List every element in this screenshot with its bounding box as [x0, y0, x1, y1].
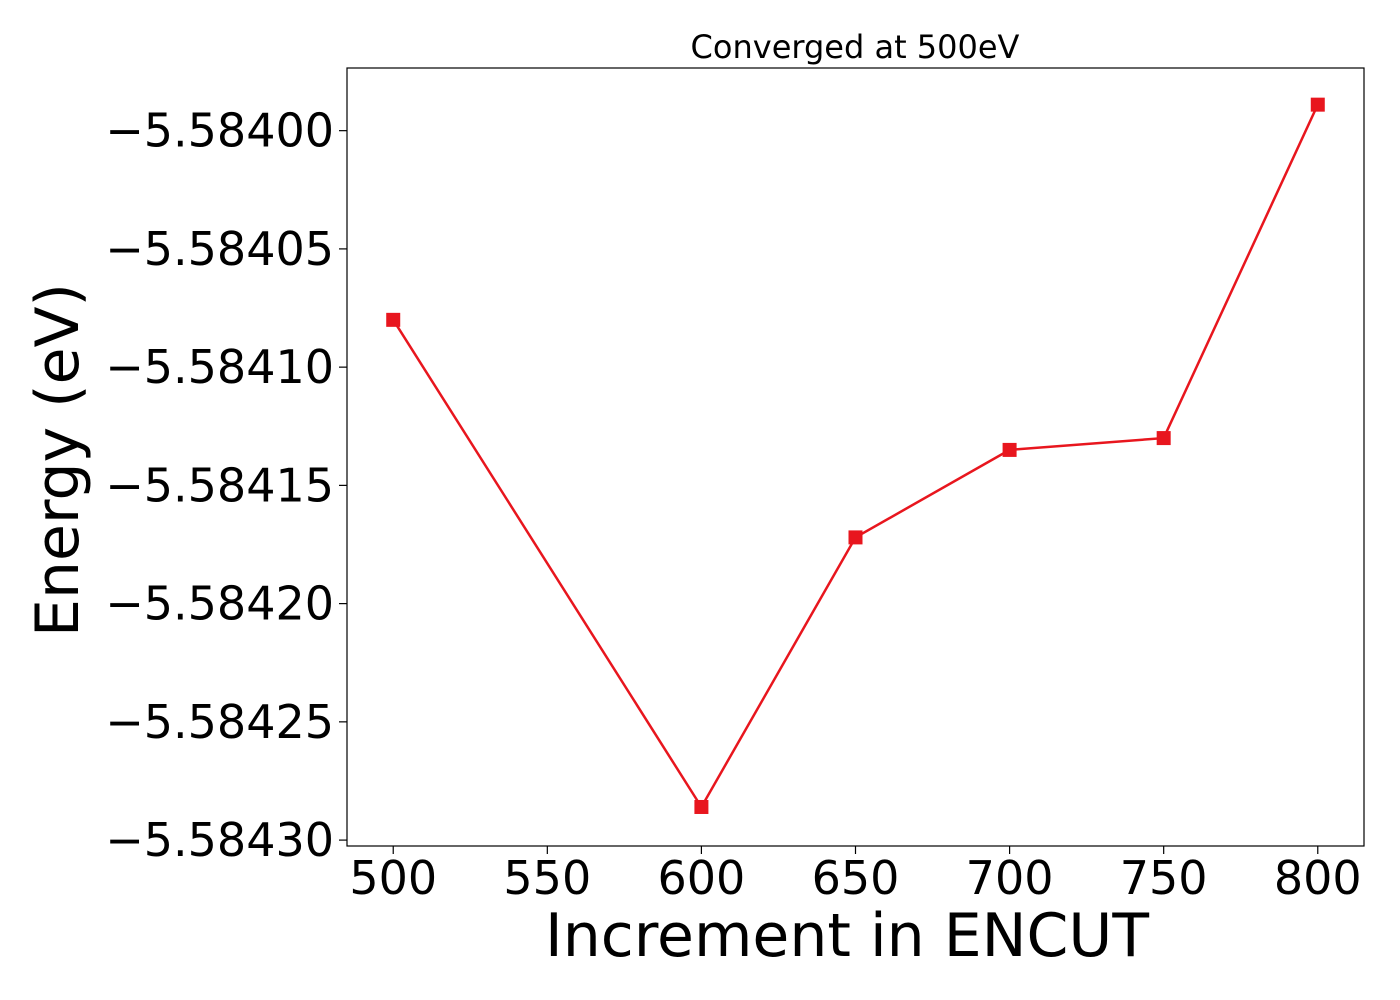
y-tick-label: −5.58430 [105, 813, 334, 867]
y-tick-label: −5.58410 [105, 340, 334, 394]
x-tick-label: 650 [812, 851, 900, 905]
x-tick-label: 600 [658, 851, 746, 905]
data-point-marker [1310, 97, 1325, 112]
x-tick-label: 750 [1120, 851, 1208, 905]
x-tick-label: 500 [349, 851, 437, 905]
x-axis-label: Increment in ENCUT [545, 901, 1149, 971]
data-point-marker [1002, 442, 1017, 457]
y-tick-label: −5.58420 [105, 577, 334, 631]
plot-frame [346, 67, 1365, 847]
x-tick-label: 550 [503, 851, 591, 905]
y-tick-label: −5.58425 [105, 695, 334, 749]
data-point-marker [848, 530, 863, 545]
data-point-marker [694, 799, 709, 814]
y-tick-label: −5.58415 [105, 458, 334, 512]
y-axis: −5.58430 −5.58425 −5.58420 −5.58415 −5.58410… [105, 104, 347, 867]
y-axis-label: Energy (eV) [23, 283, 93, 637]
x-axis: 500 550 600 650 700 750 800 [349, 846, 1362, 905]
y-tick-label: −5.58405 [105, 222, 334, 276]
series-markers [386, 97, 1325, 814]
data-point-marker [1156, 431, 1171, 446]
y-tick-label: −5.58400 [105, 104, 334, 158]
chart-title: Converged at 500eV [691, 28, 1020, 66]
data-point-marker [386, 312, 401, 327]
x-tick-label: 700 [966, 851, 1054, 905]
series-line [392, 104, 1319, 810]
x-tick-label: 800 [1274, 851, 1362, 905]
